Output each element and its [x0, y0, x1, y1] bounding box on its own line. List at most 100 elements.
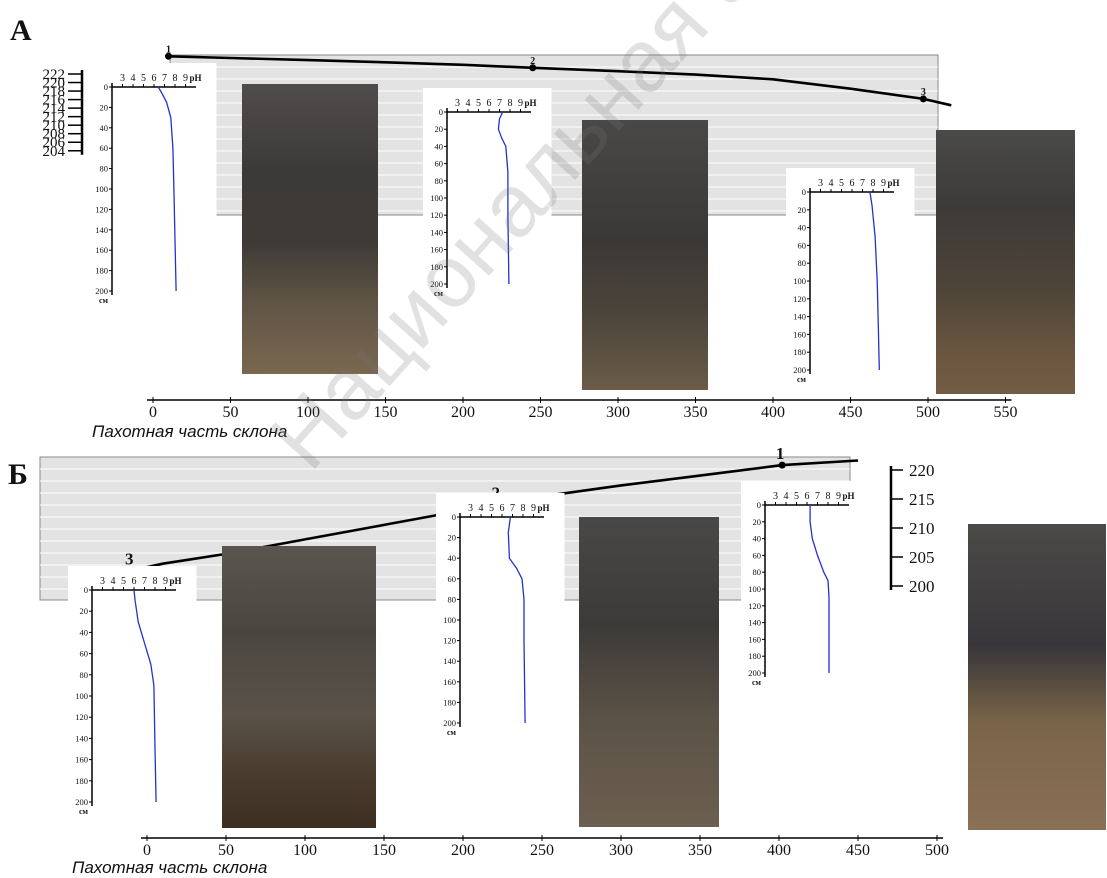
panel-b-ph-chart-3-depth-tick-label: 160: [75, 755, 88, 765]
panel-b-ph-chart-2-depth-tick-label: 160: [443, 677, 456, 687]
panel-b-ph-chart-1-depth-tick-label: 120: [748, 601, 761, 611]
panel-a-ph-chart-2-ph-tick-label: 9: [518, 98, 523, 109]
panel-a-ph-chart-3-depth-tick-label: 20: [798, 205, 807, 215]
panel-a-ph-chart-1-ph-tick-label: 8: [173, 73, 178, 84]
panel-b-ph-chart-3-ph-unit-label: pH: [170, 576, 182, 586]
panel-b-ph-chart-3-ph-tick-label: 5: [121, 576, 126, 587]
panel-a-ph-chart-3-depth-tick-label: 120: [793, 294, 806, 304]
panel-b-ph-chart-1-ph-tick-label: 5: [794, 491, 799, 502]
panel-a-ph-chart-1-ph-tick-label: 5: [141, 73, 146, 84]
panel-a-ph-chart-2-ph-tick-label: 7: [497, 98, 502, 109]
panel-a-ph-chart-1-depth-tick-label: 20: [100, 102, 109, 112]
panel-a-elevation-tick-label: 210: [43, 118, 66, 134]
panel-a-ph-chart-1-ph-tick-label: 4: [131, 73, 136, 84]
panel-a-ph-chart-3-depth-tick-label: 180: [793, 347, 806, 357]
panel-a-distance-tick-label: 400: [761, 404, 785, 421]
panel-a-ph-chart-3-ph-tick-label: 8: [871, 178, 876, 189]
panel-b-elevation-tick-label: 200: [909, 577, 935, 596]
panel-b-ph-chart-2-depth-tick-label: 20: [448, 533, 457, 543]
panel-a-profile-point-2: [529, 64, 537, 72]
panel-b-letter: Б: [8, 458, 28, 491]
panel-b-ph-chart-3-depth-tick-label: 0: [84, 585, 88, 595]
panel-a-ph-chart-3-depth-tick-label: 80: [798, 258, 807, 268]
panel-b-ph-chart-2-ph-unit-label: pH: [538, 503, 550, 513]
panel-a-ph-chart-1-depth-tick-label: 60: [100, 143, 109, 153]
soil-photo-a2: [582, 120, 708, 390]
panel-a-ph-chart-2-depth-tick-label: 60: [435, 159, 444, 169]
panel-b-ph-chart-1-ph-curve: [809, 505, 830, 673]
panel-b-ph-chart-3-ph-curve: [133, 589, 157, 803]
panel-b-ph-chart-1-depth-tick-label: 100: [748, 584, 761, 594]
panel-b-ph-chart-2-ph-tick-label: 5: [489, 503, 494, 514]
panel-a-ph-chart-2-depth-unit-label: см: [434, 289, 444, 298]
panel-a-ph-chart-1-depth-tick-label: 100: [95, 184, 108, 194]
panel-a-elevation-tick-label: 204: [43, 144, 66, 160]
panel-b-distance-tick-label: 0: [143, 842, 151, 859]
panel-a-elevation-profile-line: [168, 55, 952, 107]
panel-a-ph-chart-2-depth-tick-label: 20: [435, 124, 444, 134]
panel-a-distance-tick-label: 350: [684, 404, 708, 421]
panel-b-distance-tick-label: 150: [372, 842, 396, 859]
panel-b-ph-chart-3-ph-tick-label: 7: [142, 576, 147, 587]
panel-b-ph-chart-1-depth-unit-label: см: [752, 678, 762, 687]
panel-b-profile-point-label-1: 1: [776, 444, 785, 463]
panel-b-ph-chart-1-depth-tick-label: 180: [748, 651, 761, 661]
panel-a-ph-chart-3-depth-tick-label: 160: [793, 329, 806, 339]
panel-a-ph-chart-3-ph-curve: [869, 191, 880, 371]
panel-b-x-axis-label: Пахотная часть склона: [72, 858, 268, 877]
panel-b-profile-point-label-3: 3: [125, 550, 134, 569]
panel-b-profile-point-1: [778, 461, 786, 469]
panel-a-distance-tick-label: 450: [839, 404, 863, 421]
panel-b-ph-chart-1-ph-unit-label: pH: [843, 491, 855, 501]
panel-a-ph-chart-1-depth-tick-label: 160: [95, 245, 108, 255]
panel-a-ph-chart-2-ph-unit-label: pH: [525, 98, 537, 108]
panel-a-profile-point-label-2: 2: [530, 56, 535, 67]
panel-b-ph-chart-2-ph-curve: [507, 516, 526, 724]
panel-b-ph-chart-1-ph-tick-label: 7: [815, 491, 820, 502]
panel-b-ph-chart-3-ph-tick-label: 6: [132, 576, 137, 587]
panel-b-ph-chart-3-ph-tick-label: 3: [100, 576, 105, 587]
panel-a-ph-chart-2-ph-tick-label: 4: [466, 98, 471, 109]
panel-b-ph-chart-2-ph-tick-label: 7: [510, 503, 515, 514]
panel-b-ph-chart-3-ph-tick-label: 4: [111, 576, 116, 587]
panel-b-ph-chart-3-ph-tick-label: 8: [153, 576, 158, 587]
panel-a-elevation-tick-label: 206: [43, 135, 66, 151]
panel-b-distance-tick-label: 200: [451, 842, 475, 859]
panel-a-ph-chart-2-ph-tick-label: 5: [476, 98, 481, 109]
panel-a-ph-chart-2-depth-tick-label: 180: [430, 262, 443, 272]
panel-a-distance-tick-label: 100: [296, 404, 320, 421]
panel-a-ph-chart-2-depth-tick-label: 160: [430, 245, 443, 255]
panel-a-ph-chart-1-depth-tick-label: 140: [95, 225, 108, 235]
panel-b-ph-chart-3-depth-tick-label: 80: [80, 670, 89, 680]
panel-a-ph-chart-2-depth-tick-label: 140: [430, 227, 443, 237]
panel-a-elevation-tick-label: 218: [43, 84, 66, 100]
panel-a-elevation-tick-label: 212: [43, 110, 66, 126]
panel-a-distance-tick-label: 50: [223, 404, 239, 421]
panel-b-ph-chart-2-ph-tick-label: 6: [500, 503, 505, 514]
panel-b-ph-chart-1-depth-tick-label: 60: [753, 550, 762, 560]
panel-a-profile-point-label-3: 3: [921, 87, 926, 98]
panel-b-ph-chart-3-depth-tick-label: 40: [80, 627, 89, 637]
panel-b-elevation-tick-label: 210: [909, 519, 935, 538]
panel-a-ph-chart-3-background: [786, 168, 915, 386]
panel-b-ph-chart-1-depth-tick-label: 40: [753, 534, 762, 544]
panel-a-ph-chart-2-ph-curve: [497, 111, 510, 285]
panel-a-ph-chart-3-ph-tick-label: 6: [850, 178, 855, 189]
panel-b-ph-chart-3-background: [68, 566, 197, 818]
panel-a-ph-chart-1-depth-tick-label: 0: [104, 82, 108, 92]
panel-a-ph-chart-3-depth-unit-label: см: [797, 375, 807, 384]
panel-a-ph-chart-2-background: [423, 88, 552, 300]
panel-a-distance-tick-label: 250: [529, 404, 553, 421]
panel-b-ph-chart-1-ph-tick-label: 6: [805, 491, 810, 502]
panel-b-ph-chart-2-depth-tick-label: 60: [448, 574, 457, 584]
panel-b-ph-chart-3-depth-tick-label: 100: [75, 691, 88, 701]
panel-a-ph-chart-3-ph-unit-label: pH: [888, 178, 900, 188]
panel-a-ph-chart-3-depth-tick-label: 40: [798, 223, 807, 233]
panel-a-ph-chart-2-ph-tick-label: 6: [487, 98, 492, 109]
panel-a-ph-chart-1-background: [88, 63, 217, 307]
panel-b-ph-chart-1-ph-tick-label: 3: [773, 491, 778, 502]
panel-a-ph-chart-1-depth-tick-label: 80: [100, 164, 109, 174]
panel-a-profile-point-1: [165, 52, 172, 60]
